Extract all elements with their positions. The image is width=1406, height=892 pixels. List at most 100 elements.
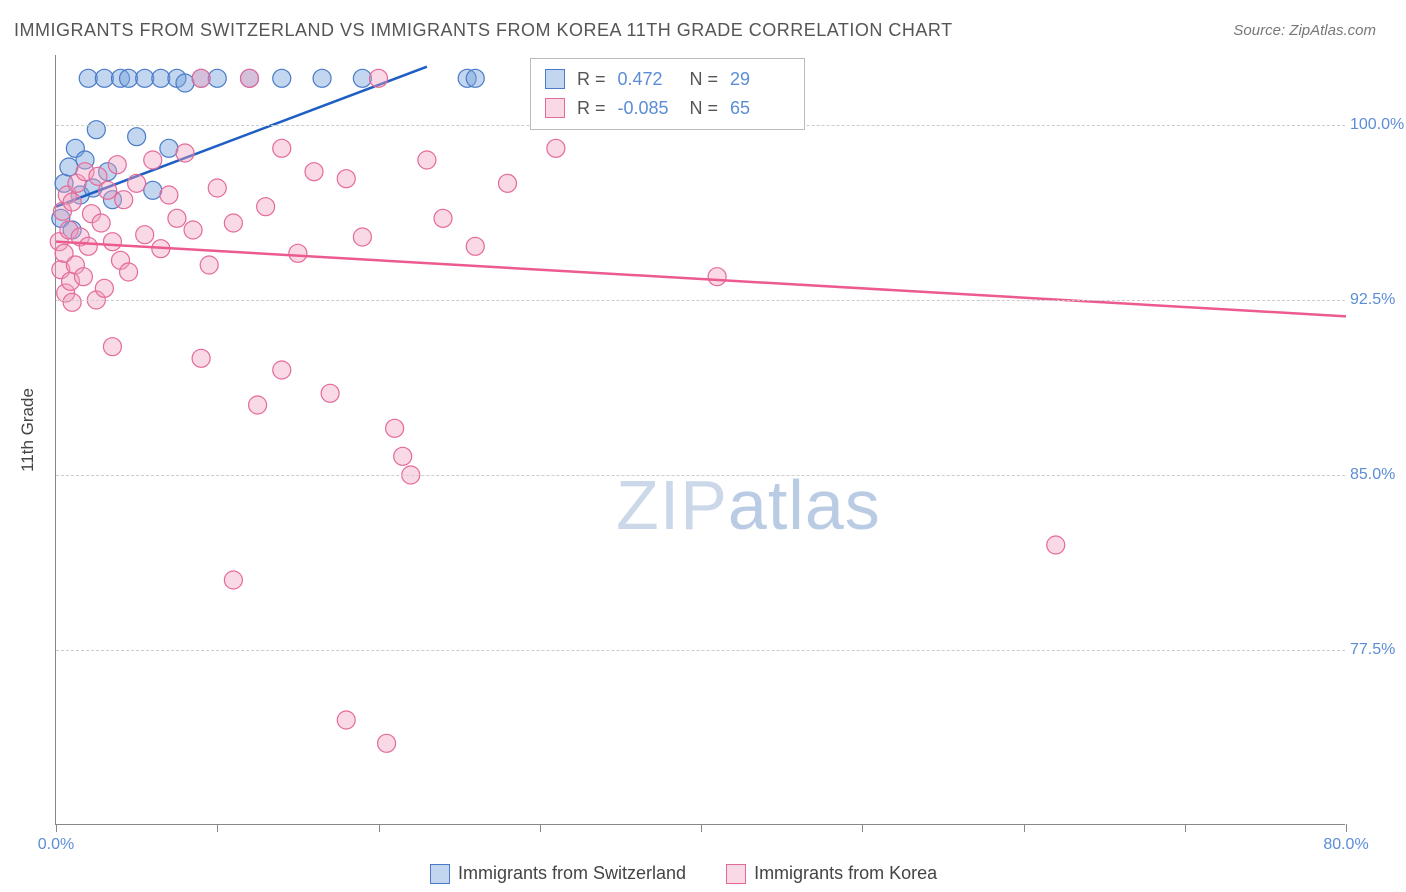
data-point	[160, 139, 178, 157]
x-tick	[1185, 824, 1186, 832]
data-point	[74, 268, 92, 286]
x-tick	[217, 824, 218, 832]
data-point	[95, 279, 113, 297]
data-point	[466, 237, 484, 255]
data-point	[152, 69, 170, 87]
data-point	[305, 163, 323, 181]
x-tick-label: 0.0%	[38, 836, 74, 854]
stats-row: R =0.472N =29	[545, 65, 790, 94]
correlation-stats-box: R = 0.472 N = 29R = -0.085 N = 65	[530, 58, 805, 130]
data-point	[136, 69, 154, 87]
y-tick-label: 85.0%	[1350, 466, 1405, 484]
x-tick	[1024, 824, 1025, 832]
data-point	[136, 226, 154, 244]
x-tick	[56, 824, 57, 832]
y-tick-label: 77.5%	[1350, 641, 1405, 659]
stat-r-label: R =	[577, 65, 606, 94]
data-point	[184, 221, 202, 239]
data-point	[547, 139, 565, 157]
data-point	[289, 244, 307, 262]
legend-item: Immigrants from Korea	[726, 863, 937, 884]
data-point	[353, 69, 371, 87]
data-point	[337, 711, 355, 729]
data-point	[103, 233, 121, 251]
stat-n-value: 65	[730, 94, 790, 123]
stat-n-label: N =	[690, 94, 719, 123]
series-legend: Immigrants from Switzerland Immigrants fr…	[430, 863, 937, 884]
data-point	[466, 69, 484, 87]
data-point	[224, 214, 242, 232]
stat-r-label: R =	[577, 94, 606, 123]
data-point	[208, 69, 226, 87]
source-name: ZipAtlas.com	[1289, 22, 1376, 39]
data-point	[79, 69, 97, 87]
gridline-h	[56, 475, 1345, 476]
data-point	[370, 69, 388, 87]
data-point	[144, 151, 162, 169]
data-point	[249, 396, 267, 414]
data-point	[708, 268, 726, 286]
data-point	[144, 181, 162, 199]
data-point	[208, 179, 226, 197]
data-point	[499, 174, 517, 192]
legend-swatch	[430, 864, 450, 884]
data-point	[386, 419, 404, 437]
stat-n-value: 29	[730, 65, 790, 94]
data-point	[273, 361, 291, 379]
data-point	[224, 571, 242, 589]
x-tick	[540, 824, 541, 832]
legend-swatch	[726, 864, 746, 884]
data-point	[99, 181, 117, 199]
y-tick-label: 92.5%	[1350, 291, 1405, 309]
plot-svg	[56, 55, 1345, 824]
data-point	[120, 69, 138, 87]
data-point	[257, 198, 275, 216]
data-point	[418, 151, 436, 169]
data-point	[128, 128, 146, 146]
data-point	[128, 174, 146, 192]
data-point	[120, 263, 138, 281]
chart-title: IMMIGRANTS FROM SWITZERLAND VS IMMIGRANT…	[14, 20, 953, 41]
data-point	[378, 734, 396, 752]
data-point	[273, 69, 291, 87]
data-point	[192, 349, 210, 367]
gridline-h	[56, 300, 1345, 301]
data-point	[108, 156, 126, 174]
data-point	[394, 447, 412, 465]
source-attribution: Source: ZipAtlas.com	[1233, 22, 1376, 39]
data-point	[273, 139, 291, 157]
source-prefix: Source:	[1233, 22, 1289, 39]
x-tick	[862, 824, 863, 832]
data-point	[337, 170, 355, 188]
stat-r-value: -0.085	[618, 94, 678, 123]
stats-row: R = -0.085 N = 65	[545, 94, 790, 123]
scatter-plot: ZIPatlas 77.5%85.0%92.5%100.0%0.0%80.0%	[55, 55, 1345, 825]
data-point	[103, 338, 121, 356]
series-swatch	[545, 98, 565, 118]
legend-item: Immigrants from Switzerland	[430, 863, 686, 884]
stat-r-value: 0.472	[618, 65, 678, 94]
data-point	[95, 69, 113, 87]
data-point	[192, 69, 210, 87]
data-point	[241, 69, 259, 87]
gridline-h	[56, 650, 1345, 651]
data-point	[87, 121, 105, 139]
x-tick	[379, 824, 380, 832]
data-point	[313, 69, 331, 87]
data-point	[1047, 536, 1065, 554]
data-point	[92, 214, 110, 232]
x-tick-label: 80.0%	[1323, 836, 1368, 854]
data-point	[321, 384, 339, 402]
x-tick	[701, 824, 702, 832]
data-point	[200, 256, 218, 274]
data-point	[176, 74, 194, 92]
data-point	[79, 237, 97, 255]
data-point	[168, 209, 186, 227]
series-swatch	[545, 69, 565, 89]
x-tick	[1346, 824, 1347, 832]
data-point	[176, 144, 194, 162]
data-point	[353, 228, 371, 246]
data-point	[115, 191, 133, 209]
y-tick-label: 100.0%	[1350, 116, 1405, 134]
data-point	[60, 158, 78, 176]
